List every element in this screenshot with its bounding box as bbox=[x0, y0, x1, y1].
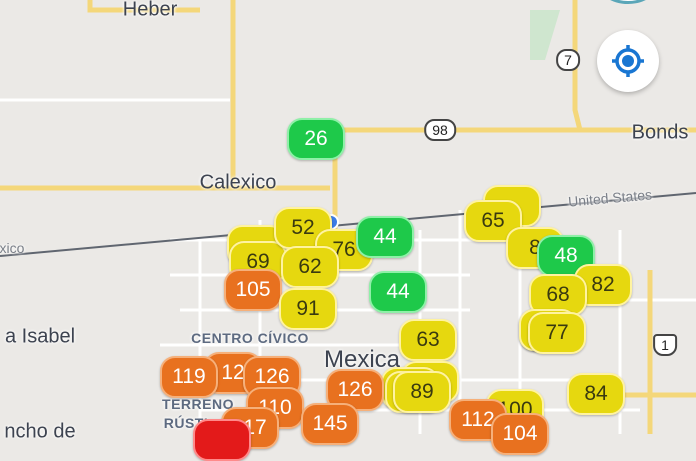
map-canvas[interactable] bbox=[0, 0, 696, 434]
aqi-marker[interactable]: 91 bbox=[279, 288, 337, 330]
place-label: a Isabel bbox=[4, 325, 76, 348]
place-label: TERRENO bbox=[162, 396, 234, 412]
aqi-marker[interactable]: 105 bbox=[224, 269, 282, 311]
aqi-marker[interactable]: 77 bbox=[528, 312, 586, 354]
aqi-marker[interactable]: 62 bbox=[281, 246, 339, 288]
aqi-marker[interactable]: 26 bbox=[287, 118, 345, 160]
aqi-marker[interactable] bbox=[193, 419, 251, 461]
aqi-marker[interactable]: 84 bbox=[567, 373, 625, 415]
aqi-marker[interactable]: 44 bbox=[356, 216, 414, 258]
place-label: Calexico bbox=[199, 171, 277, 194]
route-shield: 1 bbox=[653, 334, 677, 356]
route-shield: 7 bbox=[556, 49, 580, 71]
aqi-marker[interactable]: 145 bbox=[301, 403, 359, 445]
aqi-marker[interactable]: 89 bbox=[393, 371, 451, 413]
crosshair-location-icon bbox=[612, 45, 644, 77]
place-label: Heber bbox=[122, 0, 178, 21]
aqi-marker[interactable]: 63 bbox=[399, 319, 457, 361]
aqi-marker[interactable]: 104 bbox=[491, 413, 549, 455]
place-label: Bonds bbox=[631, 121, 689, 144]
aqi-marker[interactable]: 44 bbox=[369, 271, 427, 313]
place-label: xico bbox=[0, 240, 25, 256]
route-shield: 98 bbox=[424, 119, 456, 141]
locate-me-button[interactable] bbox=[597, 30, 659, 92]
aqi-marker[interactable]: 119 bbox=[160, 356, 218, 398]
place-label: CENTRO CÍVICO bbox=[191, 330, 309, 346]
place-label: ncho de bbox=[4, 420, 76, 443]
